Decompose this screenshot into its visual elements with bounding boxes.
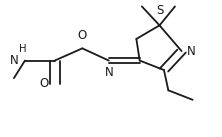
- Text: N: N: [104, 66, 113, 79]
- Text: N: N: [187, 45, 196, 58]
- Text: O: O: [78, 29, 87, 42]
- Text: O: O: [39, 77, 48, 90]
- Text: S: S: [156, 4, 163, 17]
- Text: H: H: [19, 45, 26, 55]
- Text: N: N: [10, 54, 19, 67]
